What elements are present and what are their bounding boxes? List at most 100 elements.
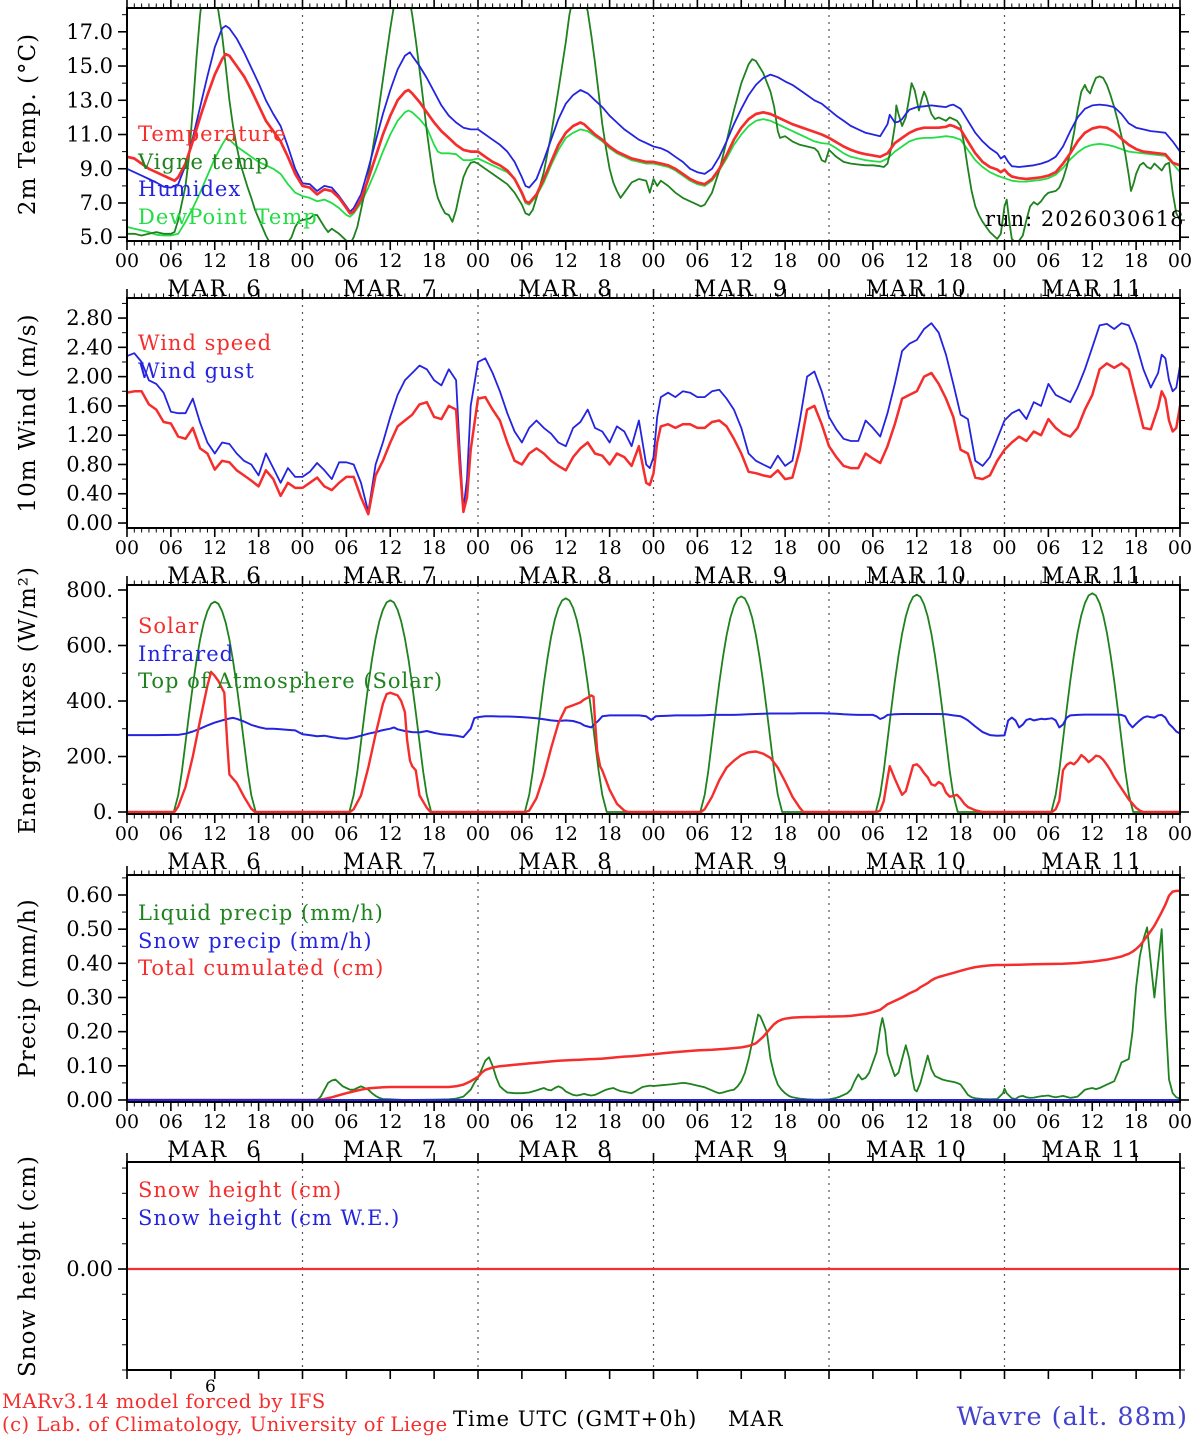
series-liquid-precip-line: [127, 926, 1180, 1101]
x-tick-label: 00: [817, 250, 841, 272]
x-tick-label: 18: [598, 537, 622, 559]
legend-item-total-cumulated: Total cumulated (cm): [138, 956, 385, 980]
x-tick-label: 00: [1168, 823, 1192, 845]
x-tick-label: 12: [905, 1111, 929, 1133]
series-dewpoint-temp-line: [127, 109, 1180, 237]
x-tick-label: 06: [159, 250, 183, 272]
x-tick-label: 00: [115, 823, 139, 845]
x-tick-label: 18: [1124, 537, 1148, 559]
x-tick-label: 06: [685, 1111, 709, 1133]
x-tick-label: 00: [115, 1111, 139, 1133]
y-axis-title-temp: 2m Temp. (°C): [15, 32, 41, 216]
x-tick-label: 12: [378, 823, 402, 845]
y-tick-label: 0.30: [66, 985, 113, 1009]
x-tick-label: 06: [159, 537, 183, 559]
x-tick-label: 06: [510, 823, 534, 845]
x-day-label: MAR 9: [694, 850, 789, 875]
x-tick-label: 18: [598, 823, 622, 845]
x-tick-label: 06: [334, 823, 358, 845]
x-tick-label: 00: [641, 537, 665, 559]
x-tick-label: 00: [466, 537, 490, 559]
x-tick-label: 12: [905, 823, 929, 845]
temp-legend: Temperature Vigne temp Humidex DewPoint …: [138, 121, 318, 231]
y-tick-label: 9.0: [80, 157, 113, 181]
x-tick-label: 00: [290, 1111, 314, 1133]
x-tick-label: 12: [554, 537, 578, 559]
x-tick-label: 18: [598, 1111, 622, 1133]
series-humidex-line: [127, 24, 1180, 213]
x-tick-label: 00: [1168, 250, 1192, 272]
series-total-cumulated-line: [127, 889, 1180, 1102]
station-label: Wavre (alt. 88m): [956, 1402, 1188, 1432]
x-tick-label: 18: [949, 823, 973, 845]
x-tick-label: 18: [247, 1111, 271, 1133]
x-tick-label: 00: [115, 250, 139, 272]
y-tick-label: 17.0: [66, 20, 113, 44]
x-tick-label: 06: [685, 823, 709, 845]
x-tick-label: 12: [378, 1111, 402, 1133]
y-tick-label: 2.40: [66, 335, 113, 359]
x-tick-label: 06: [334, 537, 358, 559]
y-tick-label: 0.00: [66, 511, 113, 535]
y-axis-title-energy: Energy fluxes (W/m²): [15, 566, 41, 834]
time-axis-title: Time UTC (GMT+0h) MAR: [453, 1407, 784, 1431]
x-day-label: MAR 8: [518, 1138, 613, 1163]
x-tick-label: 12: [378, 537, 402, 559]
x-day-label: MAR 7: [343, 1138, 438, 1163]
x-tick-label: 00: [992, 823, 1016, 845]
x-tick-label: 00: [817, 1111, 841, 1133]
legend-item-wind-speed: Wind speed: [138, 331, 273, 355]
legend-item-toa: Top of Atmosphere (Solar): [138, 669, 444, 693]
y-tick-label: 0.80: [66, 452, 113, 476]
x-tick-label: 00: [992, 537, 1016, 559]
x-tick-label: 12: [203, 250, 227, 272]
x-tick-label: 18: [598, 250, 622, 272]
x-day-label: MAR 6: [167, 1138, 262, 1163]
x-tick-label: 06: [685, 250, 709, 272]
y-tick-label: 0.50: [66, 917, 113, 941]
y-axis-title-snow: Snow height (cm): [15, 1155, 41, 1377]
x-tick-label: 00: [290, 250, 314, 272]
x-tick-label: 18: [247, 250, 271, 272]
series-vigne-temp-line: [127, 8, 1180, 241]
x-tick-label: 06: [334, 1111, 358, 1133]
x-tick-label: 12: [203, 823, 227, 845]
x-tick-label: 12: [729, 537, 753, 559]
legend-item-snow-precip: Snow precip (mm/h): [138, 928, 373, 953]
y-tick-label: 0.40: [66, 482, 113, 506]
x-day-label: MAR 11: [1041, 850, 1143, 875]
credit-line-1: MARv3.14 model forced by IFS: [2, 1390, 326, 1413]
x-tick-label: 00: [1168, 537, 1192, 559]
x-tick-label: 06: [510, 537, 534, 559]
x-tick-label: 18: [949, 1111, 973, 1133]
x-tick-label: 00: [817, 537, 841, 559]
precip-legend: Liquid precip (mm/h) Snow precip (mm/h) …: [138, 900, 384, 983]
x-tick-label: 12: [203, 1111, 227, 1133]
y-tick-label: 800.: [66, 578, 113, 602]
y-tick-label: 0.20: [66, 1020, 113, 1044]
x-tick-label: 00: [817, 823, 841, 845]
credit-line-2: (c) Lab. of Climatology, University of L…: [2, 1413, 448, 1436]
run-label: run: 2026030618: [985, 207, 1185, 231]
legend-item-dewpoint: DewPoint Temp: [138, 204, 318, 229]
x-tick-label: 00: [466, 823, 490, 845]
x-tick-label: 00: [992, 1111, 1016, 1133]
x-tick-label: 18: [1124, 1111, 1148, 1133]
x-tick-label: 18: [1124, 250, 1148, 272]
series-wind-speed-line: [127, 362, 1180, 516]
x-tick-label: 06: [1036, 537, 1060, 559]
y-tick-label: 15.0: [66, 54, 113, 78]
x-tick-label: 06: [861, 250, 885, 272]
y-tick-label: 7.0: [80, 191, 113, 215]
x-tick-label: 12: [1080, 250, 1104, 272]
y-tick-label: 0.60: [66, 883, 113, 907]
x-tick-label: 00: [466, 250, 490, 272]
x-tick-label: 12: [554, 1111, 578, 1133]
x-tick-label: 18: [1124, 823, 1148, 845]
x-tick-label: 12: [729, 250, 753, 272]
x-tick-label: 06: [334, 250, 358, 272]
legend-item-wind-gust: Wind gust: [138, 358, 255, 383]
y-tick-label: 1.20: [66, 423, 113, 447]
legend-item-snow-height-we: Snow height (cm W.E.): [138, 1205, 401, 1230]
x-tick-label: 12: [729, 823, 753, 845]
